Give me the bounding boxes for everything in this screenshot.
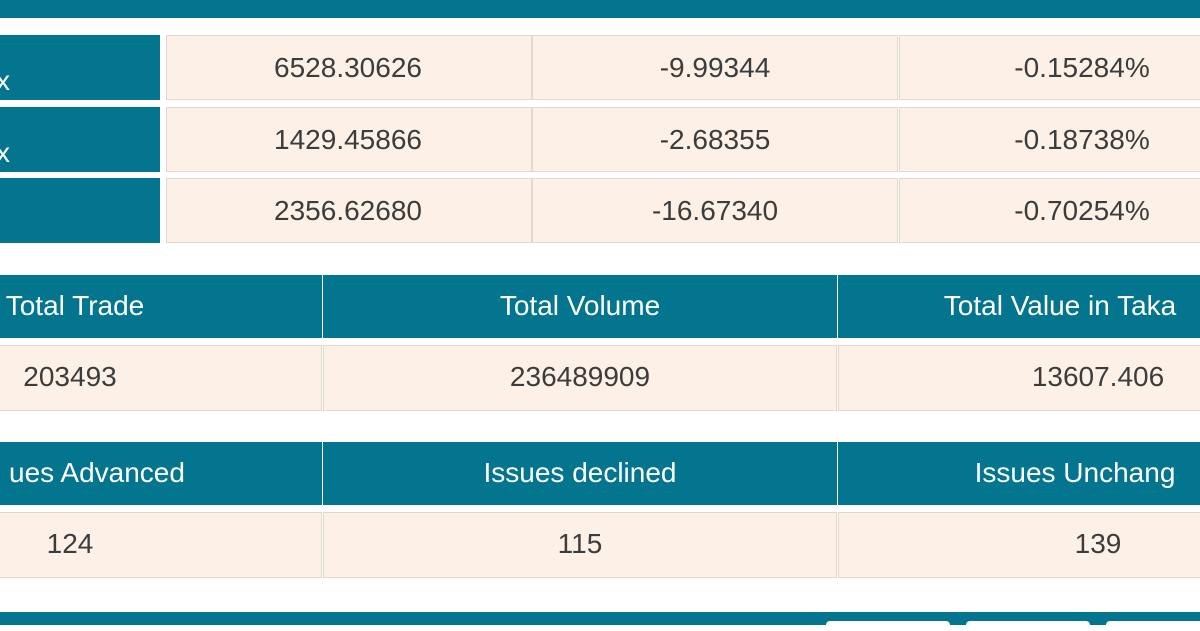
row-label: x xyxy=(0,65,10,96)
value-cell xyxy=(323,345,837,411)
value-cell xyxy=(166,35,532,100)
value: 115 xyxy=(557,528,603,559)
header-cell xyxy=(838,442,1200,505)
value-cell xyxy=(0,345,322,411)
header: Total Value in Taka xyxy=(943,290,1177,321)
value-cell xyxy=(532,178,898,243)
row-label-cell xyxy=(0,178,160,243)
value-cell xyxy=(166,178,532,243)
value: 139 xyxy=(1074,528,1122,559)
header-cell xyxy=(838,275,1200,338)
value-cell xyxy=(0,512,322,578)
value-cell xyxy=(838,345,1200,411)
value: 13607.406 xyxy=(1031,361,1165,392)
header: Total Volume xyxy=(499,290,661,321)
value: 203493 xyxy=(23,361,117,392)
value: 124 xyxy=(46,528,94,559)
value-cell xyxy=(899,107,1200,172)
button[interactable] xyxy=(826,621,950,631)
row-label-cell xyxy=(0,35,160,100)
row-label-cell xyxy=(0,107,160,172)
value-cell xyxy=(166,107,532,172)
value: 236489909 xyxy=(509,361,651,392)
header: ues Advanced xyxy=(9,457,185,488)
header: Issues declined xyxy=(483,457,677,488)
value: 2356.62680 xyxy=(274,194,422,226)
value: -16.67340 xyxy=(651,194,779,226)
button[interactable] xyxy=(1106,621,1200,631)
header: Issues Unchang xyxy=(974,457,1176,488)
value: -2.68355 xyxy=(659,123,771,155)
header-cell xyxy=(0,275,322,338)
header-cell xyxy=(0,442,322,505)
value: 6528.30626 xyxy=(274,51,422,83)
value-cell xyxy=(323,512,837,578)
header: Total Trade xyxy=(5,290,145,321)
value-cell xyxy=(532,107,898,172)
row-label: x xyxy=(0,137,10,168)
value: -0.15284% xyxy=(1014,51,1150,83)
value-cell xyxy=(899,35,1200,100)
value-cell xyxy=(532,35,898,100)
top-bar xyxy=(0,0,1200,18)
button[interactable] xyxy=(966,621,1090,631)
value: -0.18738% xyxy=(1014,123,1150,155)
value-cell xyxy=(899,178,1200,243)
value-cell xyxy=(838,512,1200,578)
header-cell xyxy=(323,275,837,338)
header-cell xyxy=(323,442,837,505)
value: -0.70254% xyxy=(1014,194,1150,226)
value: -9.99344 xyxy=(659,51,771,83)
value: 1429.45866 xyxy=(274,123,422,155)
